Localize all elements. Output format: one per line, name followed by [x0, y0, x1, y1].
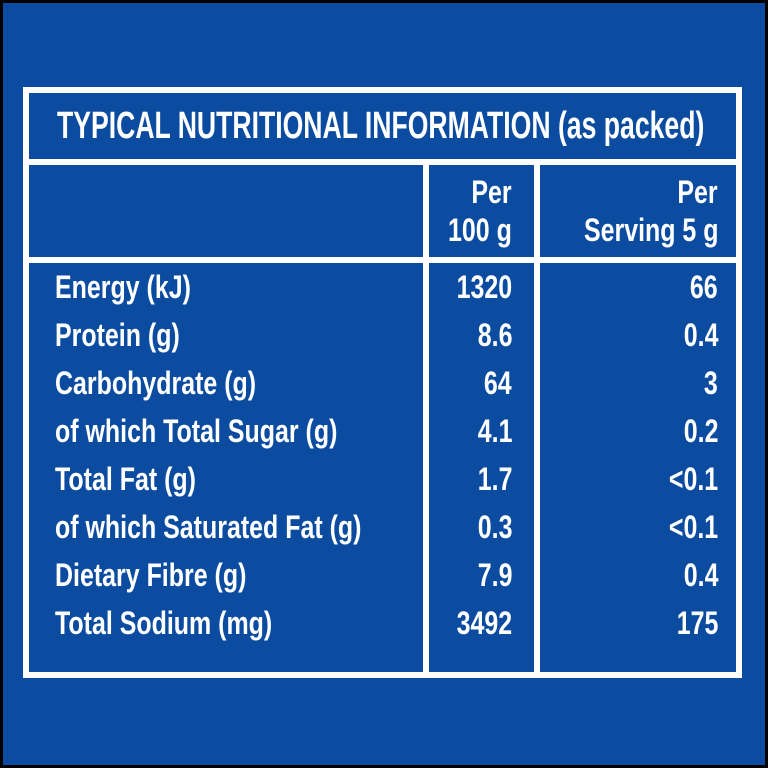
table-cell: 64	[429, 359, 534, 407]
value-per-serving: 175	[676, 605, 718, 641]
table-cell: 3492	[429, 599, 534, 647]
value-per-serving: <0.1	[668, 461, 718, 497]
table-cell: 7.9	[429, 551, 534, 599]
table-row: Energy (kJ)	[29, 263, 423, 311]
value-per-100g: 8.6	[477, 317, 512, 353]
value-per-100g: 4.1	[477, 413, 512, 449]
row-label: of which Saturated Fat (g)	[55, 509, 362, 545]
row-label: Dietary Fibre (g)	[55, 557, 247, 593]
table-cell: 1320	[429, 263, 534, 311]
table-row: Protein (g)	[29, 311, 423, 359]
table-row: Total Sodium (mg)	[29, 599, 423, 647]
value-per-serving: 66	[690, 269, 718, 305]
table-row: Dietary Fibre (g)	[29, 551, 423, 599]
table-row: of which Total Sugar (g)	[29, 407, 423, 455]
column-nutrients: Energy (kJ) Protein (g) Carbohydrate (g)…	[29, 165, 423, 672]
table-cell: 0.3	[429, 503, 534, 551]
value-per-serving: 0.4	[683, 557, 718, 593]
table-cell: 0.4	[540, 311, 736, 359]
header-per-100g-line1: Per	[471, 174, 512, 210]
value-per-100g: 64	[484, 365, 512, 401]
value-per-100g: 1320	[456, 269, 512, 305]
label-background: TYPICAL NUTRITIONAL INFORMATION (as pack…	[3, 3, 765, 765]
header-per-serving-line1: Per	[677, 174, 718, 210]
column-header-per-100g: Per 100 g	[429, 165, 534, 263]
row-label: of which Total Sugar (g)	[55, 413, 338, 449]
row-label: Protein (g)	[55, 317, 180, 353]
table-cell: <0.1	[540, 455, 736, 503]
row-label: Energy (kJ)	[55, 269, 191, 305]
table-cell: 8.6	[429, 311, 534, 359]
table-cell: 1.7	[429, 455, 534, 503]
row-label: Total Sodium (mg)	[55, 605, 273, 641]
column-per-100g: Per 100 g 1320 8.6 64 4.1 1.7 0.3 7.9 34…	[423, 165, 540, 672]
column-header-empty	[29, 165, 423, 263]
value-per-100g: 7.9	[477, 557, 512, 593]
table-title: TYPICAL NUTRITIONAL INFORMATION (as pack…	[57, 104, 705, 147]
table-cell: 3	[540, 359, 736, 407]
table-cell: <0.1	[540, 503, 736, 551]
value-per-100g: 3492	[456, 605, 512, 641]
row-label: Carbohydrate (g)	[55, 365, 257, 401]
column-header-per-serving: Per Serving 5 g	[540, 165, 736, 263]
table-grid: Energy (kJ) Protein (g) Carbohydrate (g)…	[29, 165, 736, 672]
table-row: Carbohydrate (g)	[29, 359, 423, 407]
value-per-serving: <0.1	[668, 509, 718, 545]
value-per-serving: 0.2	[683, 413, 718, 449]
header-per-100g-line2: 100 g	[448, 212, 512, 248]
value-per-100g: 1.7	[477, 461, 512, 497]
table-row: of which Saturated Fat (g)	[29, 503, 423, 551]
table-cell: 66	[540, 263, 736, 311]
table-cell: 175	[540, 599, 736, 647]
nutrition-table: TYPICAL NUTRITIONAL INFORMATION (as pack…	[23, 87, 742, 678]
table-cell: 0.2	[540, 407, 736, 455]
row-label: Total Fat (g)	[55, 461, 196, 497]
value-per-serving: 0.4	[683, 317, 718, 353]
table-title-row: TYPICAL NUTRITIONAL INFORMATION (as pack…	[29, 93, 736, 165]
value-per-serving: 3	[704, 365, 718, 401]
table-row: Total Fat (g)	[29, 455, 423, 503]
header-per-serving-line2: Serving 5 g	[583, 212, 718, 248]
table-cell: 0.4	[540, 551, 736, 599]
value-per-100g: 0.3	[477, 509, 512, 545]
table-cell: 4.1	[429, 407, 534, 455]
column-per-serving: Per Serving 5 g 66 0.4 3 0.2 <0.1 <0.1 0…	[540, 165, 736, 672]
